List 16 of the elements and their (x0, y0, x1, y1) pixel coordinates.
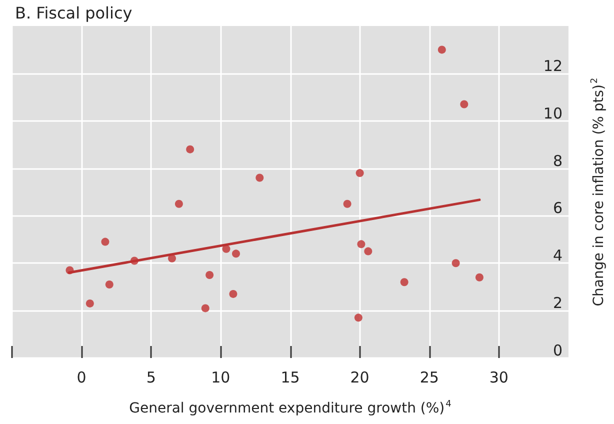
x-tick-label: 10 (211, 368, 230, 386)
y-tick-label: 4 (552, 246, 562, 265)
y-axis-title: Change in core inflation (% pts)2 (590, 78, 607, 306)
x-tick-label: 5 (146, 368, 156, 386)
y-tick-label: 8 (552, 152, 562, 170)
y-tick-label: 2 (552, 294, 562, 312)
x-tick-label: 25 (420, 368, 439, 386)
x-tick-label: 15 (280, 368, 300, 386)
y-tick-label: 6 (552, 199, 562, 218)
y-tick-label: 12 (543, 56, 562, 75)
x-tick-label: 30 (489, 368, 508, 386)
y-tick-label: 10 (543, 104, 562, 122)
x-tick-label: 0 (76, 368, 86, 386)
x-tick-label: 20 (350, 368, 370, 386)
chart-title: B. Fiscal policy (15, 4, 132, 22)
y-tick-label: 0 (552, 342, 562, 360)
